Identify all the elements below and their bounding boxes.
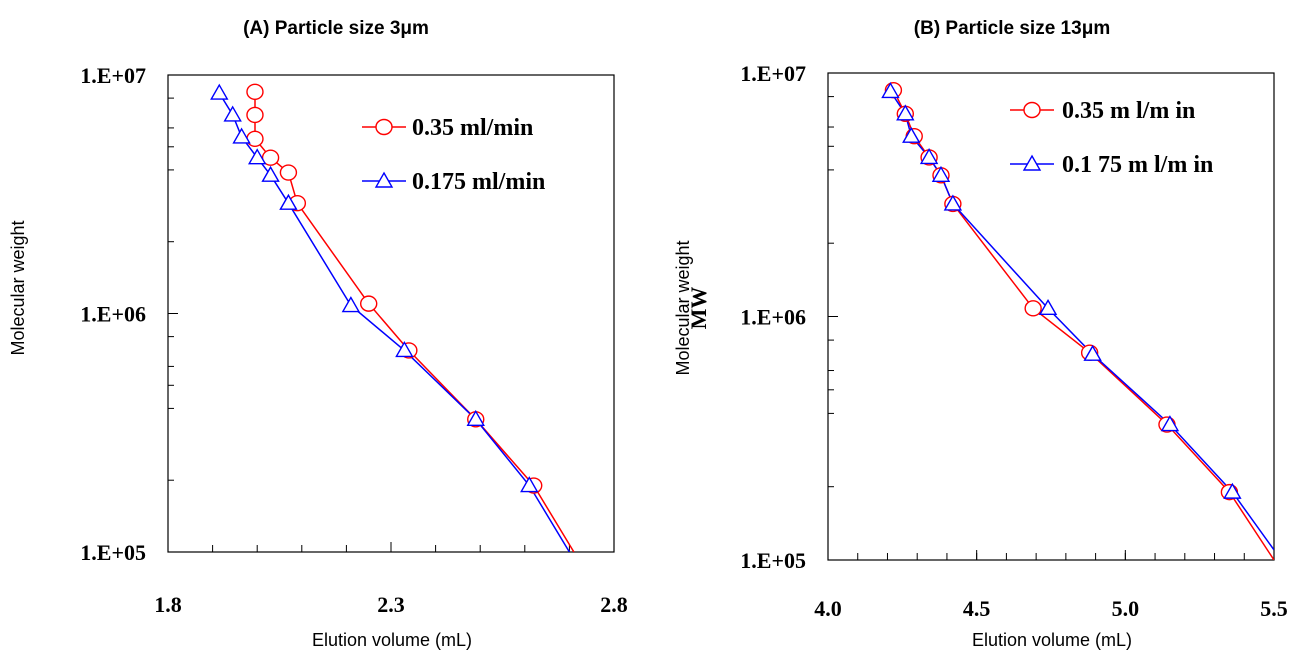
y-tick-label: 1.E+06 <box>740 305 806 330</box>
legend-label: 0.175 ml/min <box>412 169 545 195</box>
y-tick-label: 1.E+07 <box>80 63 146 88</box>
x-tick-label: 2.3 <box>377 592 405 617</box>
y-tick-label: 1.E+05 <box>740 548 806 573</box>
data-point-triangle <box>1083 344 1102 361</box>
data-point-triangle <box>520 476 539 493</box>
panel-b-markers <box>881 81 1242 501</box>
x-tick-label: 1.8 <box>154 592 182 617</box>
panel-b: (B) Particle size 13μm Molecular weight … <box>673 18 1288 650</box>
legend-triangle-marker <box>1022 154 1042 171</box>
data-point-triangle <box>1160 415 1180 432</box>
panel-a-axes: 1.8 2.3 2.8 1.E+05 1.E+06 1.E+07 <box>80 63 627 617</box>
data-point-circle <box>261 149 280 166</box>
data-point-triangle <box>232 127 251 144</box>
x-tick-label: 5.0 <box>1112 596 1140 621</box>
y-tick-label: 1.E+06 <box>80 302 146 327</box>
data-point-circle <box>246 106 264 124</box>
data-point-circle <box>279 164 298 181</box>
x-tick-label: 5.5 <box>1260 596 1288 621</box>
panel-b-title: (B) Particle size 13μm <box>914 18 1110 39</box>
data-point-triangle <box>919 148 939 165</box>
data-point-triangle <box>902 126 921 143</box>
data-point-triangle <box>896 104 915 121</box>
panel-a-ylabel: Molecular weight <box>8 220 28 355</box>
legend-circle-marker <box>1023 101 1041 119</box>
panel-a-xlabel: Elution volume (mL) <box>312 630 472 650</box>
data-point-triangle <box>1038 298 1058 316</box>
panel-b-ylabel-overlay: MW <box>686 287 711 330</box>
legend-label: 0.1 75 m l/m in <box>1062 152 1213 178</box>
panel-a-markers <box>210 83 543 494</box>
data-point-triangle <box>279 193 298 210</box>
panel-a: (A) Particle size 3μm Molecular weight E… <box>8 18 628 650</box>
legend-triangle-marker <box>374 171 394 188</box>
data-point-triangle <box>466 409 485 427</box>
data-point-circle <box>246 130 264 148</box>
data-point-triangle <box>247 148 267 165</box>
legend-label: 0.35 m l/m in <box>1062 98 1195 124</box>
legend-label: 0.35 ml/min <box>412 115 533 141</box>
panel-b-ylabel: Molecular weight <box>673 240 693 375</box>
data-point-circle <box>246 83 264 101</box>
x-tick-label: 4.0 <box>814 596 842 621</box>
panel-b-legend-item-1: 0.1 75 m l/m in <box>1010 152 1213 178</box>
panel-b-xlabel: Elution volume (mL) <box>972 630 1132 650</box>
y-tick-label: 1.E+05 <box>80 540 146 565</box>
panel-a-legend-item-0: 0.35 ml/min <box>362 115 533 141</box>
y-tick-label: 1.E+07 <box>740 61 806 86</box>
data-point-triangle <box>881 82 900 99</box>
panel-b-legend-item-0: 0.35 m l/m in <box>1010 98 1195 124</box>
x-tick-label: 2.8 <box>600 592 628 617</box>
x-tick-label: 4.5 <box>963 596 991 621</box>
data-point-triangle <box>341 296 361 313</box>
panel-b-axes: 4.0 4.5 5.0 5.5 1.E+05 1.E+06 1.E+07 <box>740 61 1287 621</box>
data-point-circle <box>1024 300 1042 317</box>
data-point-triangle <box>261 165 280 182</box>
data-point-triangle <box>395 341 414 358</box>
panel-a-plot-frame <box>167 74 615 553</box>
panel-b-legend: 0.35 m l/m in 0.1 75 m l/m in <box>1010 98 1213 178</box>
data-point-triangle <box>210 83 229 100</box>
data-point-triangle <box>931 165 951 183</box>
panel-a-legend: 0.35 ml/min 0.175 ml/min <box>362 115 545 195</box>
data-point-circle <box>360 295 378 312</box>
panel-a-legend-item-1: 0.175 ml/min <box>362 169 545 195</box>
panel-a-title: (A) Particle size 3μm <box>243 18 429 39</box>
data-point-triangle <box>223 105 242 122</box>
panel-b-plot-frame <box>827 72 1275 561</box>
data-point-triangle <box>943 194 963 211</box>
data-point-triangle <box>1223 482 1242 499</box>
legend-circle-marker <box>375 118 393 136</box>
